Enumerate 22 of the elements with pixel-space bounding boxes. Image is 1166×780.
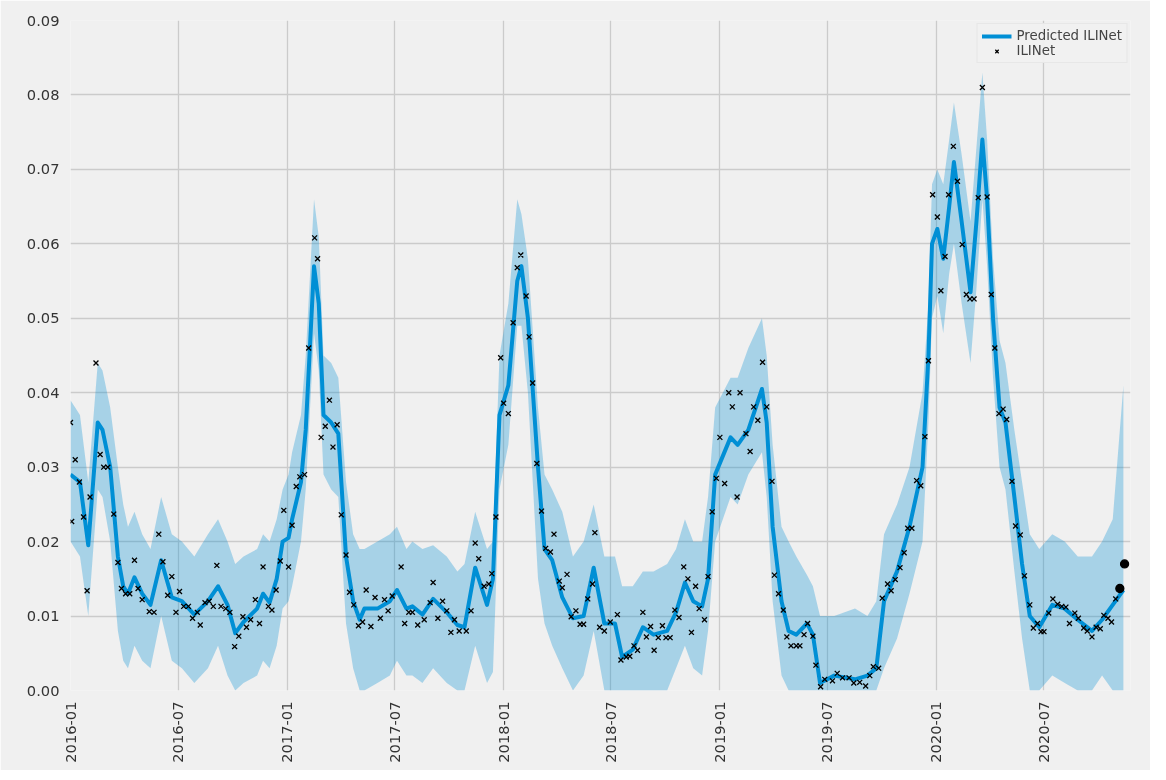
y-tick-label: 0.07 xyxy=(26,160,60,178)
y-tick-label: 0.08 xyxy=(26,85,60,103)
y-tick-label: 0.03 xyxy=(26,458,60,476)
x-tick-label: 2019-01 xyxy=(710,701,728,763)
y-tick-label: 0.09 xyxy=(26,11,60,29)
y-tick-label: 0.04 xyxy=(26,383,60,401)
x-tick-label: 2017-07 xyxy=(385,701,403,763)
y-tick-label: 0.02 xyxy=(26,532,60,550)
legend-label: Predicted ILINet xyxy=(1016,28,1122,43)
x-tick-label: 2018-01 xyxy=(494,701,512,763)
x-tick-label: 2019-07 xyxy=(818,701,836,763)
y-tick-label: 0.05 xyxy=(26,309,60,327)
y-tick-label: 0.00 xyxy=(26,681,60,699)
legend-label: ILINet xyxy=(1016,43,1056,58)
y-tick-label: 0.01 xyxy=(26,607,60,625)
x-tick-label: 2017-01 xyxy=(278,701,296,763)
x-tick-label: 2018-07 xyxy=(601,701,619,763)
x-tick-label: 2020-07 xyxy=(1034,701,1052,763)
x-tick-label: 2016-07 xyxy=(169,701,187,763)
y-tick-label: 0.06 xyxy=(26,234,60,252)
x-tick-label: 2016-01 xyxy=(61,701,79,763)
x-tick-label: 2020-01 xyxy=(927,701,945,763)
